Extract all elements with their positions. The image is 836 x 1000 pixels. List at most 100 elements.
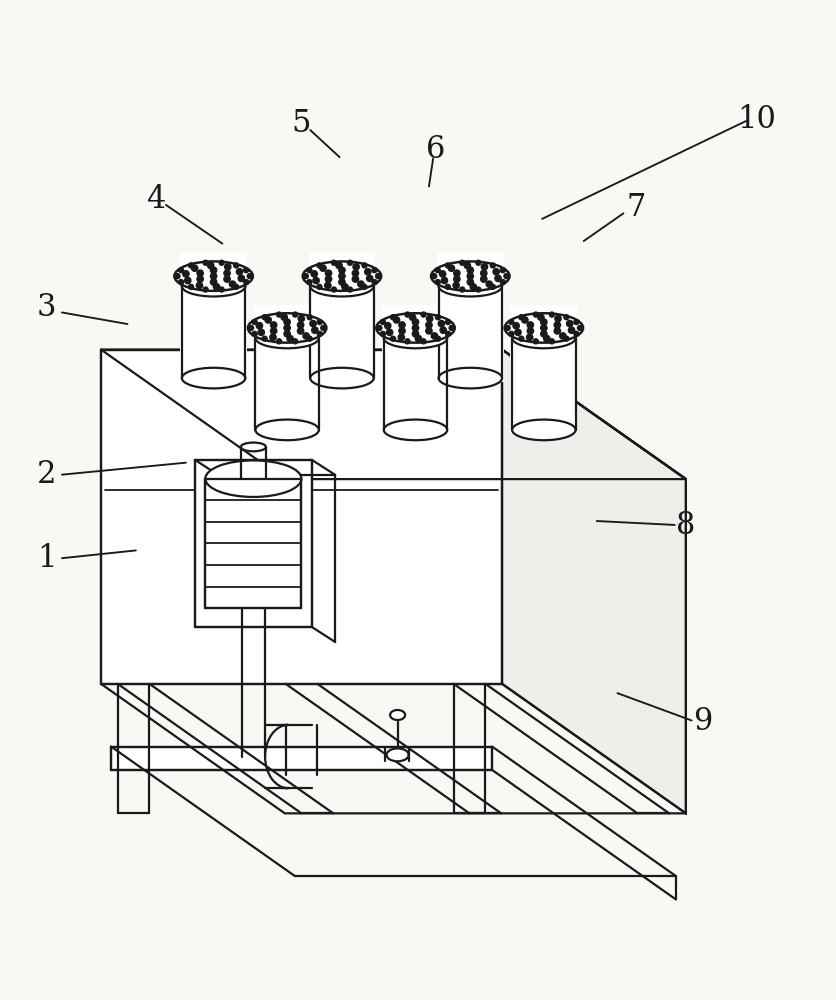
Circle shape xyxy=(178,268,183,273)
Text: 5: 5 xyxy=(292,108,311,139)
Circle shape xyxy=(476,287,480,292)
Circle shape xyxy=(303,274,308,279)
Circle shape xyxy=(470,284,476,290)
Circle shape xyxy=(390,315,395,320)
Circle shape xyxy=(500,280,505,285)
Ellipse shape xyxy=(438,368,502,388)
Polygon shape xyxy=(101,350,502,684)
Circle shape xyxy=(366,275,372,282)
Circle shape xyxy=(270,322,277,328)
Circle shape xyxy=(503,274,508,279)
Circle shape xyxy=(543,335,549,342)
Circle shape xyxy=(298,315,304,322)
Circle shape xyxy=(309,320,316,327)
Circle shape xyxy=(568,327,574,333)
Circle shape xyxy=(347,260,352,265)
Polygon shape xyxy=(510,305,577,434)
Ellipse shape xyxy=(310,276,373,296)
Polygon shape xyxy=(502,350,685,813)
Polygon shape xyxy=(255,338,319,430)
Circle shape xyxy=(533,339,538,344)
Ellipse shape xyxy=(390,710,405,720)
Circle shape xyxy=(412,319,418,325)
Circle shape xyxy=(347,287,352,292)
Circle shape xyxy=(247,274,252,279)
Circle shape xyxy=(533,312,538,317)
Circle shape xyxy=(331,287,336,292)
Circle shape xyxy=(353,264,359,270)
Circle shape xyxy=(248,325,253,330)
Ellipse shape xyxy=(181,368,245,388)
Circle shape xyxy=(452,282,459,289)
Ellipse shape xyxy=(383,420,446,440)
Polygon shape xyxy=(308,253,375,382)
Circle shape xyxy=(188,263,193,268)
Circle shape xyxy=(398,334,404,340)
Circle shape xyxy=(553,322,560,328)
Circle shape xyxy=(390,336,395,341)
Circle shape xyxy=(526,334,533,340)
Circle shape xyxy=(178,280,183,285)
Circle shape xyxy=(412,331,418,337)
Circle shape xyxy=(384,323,390,329)
Text: 2: 2 xyxy=(37,459,56,490)
Polygon shape xyxy=(101,350,685,479)
Circle shape xyxy=(380,331,385,336)
Circle shape xyxy=(421,312,426,317)
Text: 9: 9 xyxy=(692,706,711,737)
Circle shape xyxy=(435,280,440,285)
Circle shape xyxy=(371,268,376,273)
Circle shape xyxy=(283,319,290,325)
Circle shape xyxy=(196,282,202,289)
Circle shape xyxy=(203,287,208,292)
Circle shape xyxy=(243,280,248,285)
Circle shape xyxy=(233,263,238,268)
Circle shape xyxy=(505,325,510,330)
Circle shape xyxy=(540,331,547,337)
Ellipse shape xyxy=(383,328,446,348)
Ellipse shape xyxy=(247,313,326,343)
Circle shape xyxy=(548,339,553,344)
Circle shape xyxy=(453,276,460,282)
Circle shape xyxy=(319,265,326,271)
Circle shape xyxy=(339,273,344,279)
Circle shape xyxy=(317,331,322,336)
Circle shape xyxy=(435,315,440,320)
Circle shape xyxy=(224,276,230,282)
Ellipse shape xyxy=(512,420,575,440)
Circle shape xyxy=(480,270,487,276)
Polygon shape xyxy=(381,305,448,434)
Circle shape xyxy=(527,328,533,334)
Circle shape xyxy=(236,269,242,275)
Circle shape xyxy=(303,333,309,339)
Circle shape xyxy=(293,312,298,317)
Circle shape xyxy=(508,331,513,336)
Circle shape xyxy=(480,276,487,282)
Polygon shape xyxy=(205,479,301,608)
Circle shape xyxy=(317,284,322,289)
Circle shape xyxy=(548,312,553,317)
Text: 1: 1 xyxy=(37,543,56,574)
Circle shape xyxy=(518,336,523,341)
Circle shape xyxy=(559,333,565,339)
Circle shape xyxy=(494,275,501,282)
Circle shape xyxy=(449,325,454,330)
Circle shape xyxy=(313,277,319,284)
Circle shape xyxy=(399,328,405,334)
Circle shape xyxy=(512,323,518,329)
Circle shape xyxy=(233,284,238,289)
Circle shape xyxy=(361,284,366,289)
Circle shape xyxy=(380,319,385,324)
Circle shape xyxy=(287,335,293,342)
Polygon shape xyxy=(436,253,503,382)
Circle shape xyxy=(464,262,470,269)
Circle shape xyxy=(415,335,421,342)
Circle shape xyxy=(257,329,264,336)
Circle shape xyxy=(175,274,180,279)
Circle shape xyxy=(573,331,579,336)
Text: 4: 4 xyxy=(145,184,165,215)
Circle shape xyxy=(252,319,257,324)
Ellipse shape xyxy=(241,443,266,451)
Circle shape xyxy=(441,277,447,284)
Circle shape xyxy=(540,325,547,331)
